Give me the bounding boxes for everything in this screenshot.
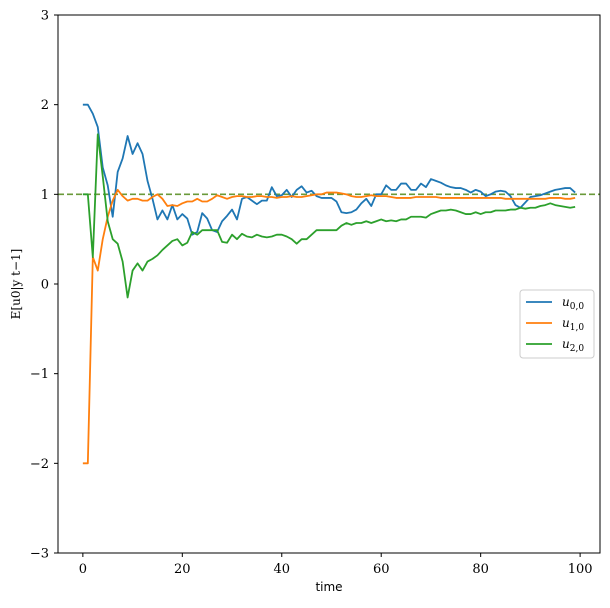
y-tick-label: 3 (41, 9, 49, 24)
x-tick-label: 40 (273, 562, 290, 577)
series-line-0-0 (82, 103, 576, 236)
series-line-1-0 (82, 188, 576, 465)
data-layer (58, 103, 600, 465)
x-tick-label: 0 (79, 562, 87, 577)
series-line-2-0 (82, 133, 576, 299)
x-tick-label: 60 (373, 562, 390, 577)
axes-layer: 0 20 40 60 80 100 −3 −2 −1 0 1 2 3 (30, 9, 601, 577)
legend-label: u2,0 (562, 337, 584, 354)
legend: u0,0 u1,0 u2,0 (519, 289, 595, 359)
legend-label: u1,0 (562, 316, 584, 333)
x-tick-label: 80 (472, 562, 489, 577)
y-axis-label-text: E[u0|y t−1] (9, 249, 23, 320)
y-tick-label: −1 (30, 367, 49, 382)
y-tick-label: 1 (41, 188, 49, 203)
y-tick-label: 0 (41, 278, 49, 293)
y-tick-label: −3 (30, 547, 49, 562)
labels-layer: time E[u0|y t−1] (9, 249, 343, 594)
y-tick-label: −2 (30, 457, 49, 472)
legend-box (519, 289, 595, 359)
x-tick-label: 100 (568, 562, 593, 577)
y-axis-label: E[u0|y t−1] (9, 249, 23, 320)
x-tick-label: 20 (174, 562, 191, 577)
x-axis-label: time (315, 580, 342, 594)
legend-label: u0,0 (562, 295, 584, 312)
y-tick-label: 2 (41, 98, 49, 113)
